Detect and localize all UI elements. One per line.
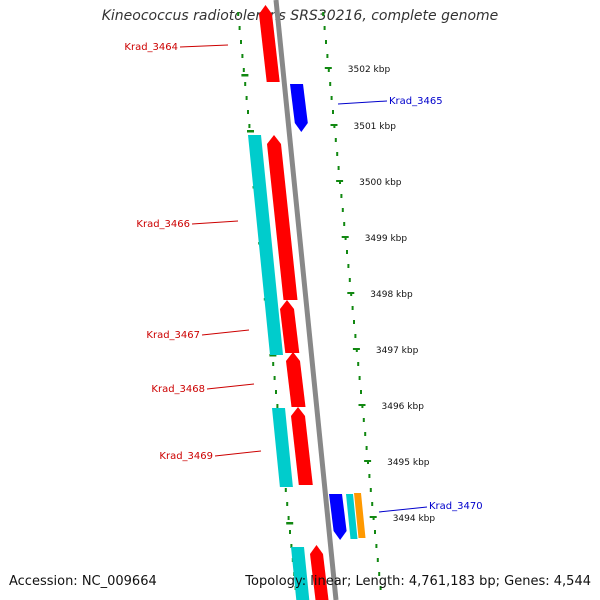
boundary-dot-right <box>364 432 367 436</box>
boundary-dot-left <box>276 404 279 408</box>
boundary-dot-right <box>379 586 382 590</box>
boundary-dot-right <box>323 26 326 30</box>
tick-label: 3496 kbp <box>382 402 425 412</box>
gene-arrow-krad-3467 <box>280 300 300 353</box>
gene-leader-line <box>201 329 250 336</box>
gene-arrow-krad-3466 <box>267 135 298 300</box>
boundary-dot-left <box>272 362 275 366</box>
boundary-dot-left <box>287 516 290 520</box>
boundary-dot-right <box>376 558 379 562</box>
boundary-dot-left <box>247 110 249 114</box>
boundary-dot-left <box>290 544 293 548</box>
boundary-dot-left <box>286 502 289 506</box>
tick-label: 3497 kbp <box>376 346 419 356</box>
gene-leader-line <box>337 100 388 105</box>
boundary-dot-right <box>360 390 362 394</box>
boundary-dash <box>247 130 254 133</box>
boundary-dot-right <box>351 306 354 310</box>
boundary-dot-left <box>289 530 291 534</box>
boundary-dot-right <box>358 376 361 380</box>
boundary-dot-left <box>245 96 248 100</box>
gene-label: Krad_3466 <box>136 219 190 230</box>
genome-title: Kineococcus radiotolerans SRS30216, comp… <box>101 8 499 24</box>
cds-feature <box>248 135 283 355</box>
boundary-dot-right <box>365 446 368 450</box>
boundary-dot-right <box>329 82 332 86</box>
boundary-dot-right <box>334 138 337 142</box>
boundary-dot-right <box>375 544 378 548</box>
cds-feature <box>291 547 310 600</box>
boundary-dot-right <box>369 488 372 492</box>
gene-arrow-krad-3468 <box>286 352 306 407</box>
gene-label: Krad_3470 <box>429 501 483 512</box>
boundary-dot-right <box>357 362 360 366</box>
boundary-dot-right <box>362 418 365 422</box>
boundary-dot-left <box>284 488 287 492</box>
boundary-dot-right <box>346 250 348 254</box>
gene-label: Krad_3465 <box>389 96 443 107</box>
boundary-dot-left <box>242 68 245 72</box>
gene-arrow-krad-3470 <box>329 494 347 540</box>
boundary-dot-right <box>325 40 327 44</box>
boundary-dash <box>286 522 294 525</box>
boundary-dot-right <box>330 96 333 100</box>
boundary-dot-right <box>353 320 355 324</box>
boundary-dot-right <box>354 334 357 338</box>
boundary-dot-left <box>248 124 251 128</box>
tick-label: 3502 kbp <box>348 65 391 75</box>
tick-label: 3499 kbp <box>365 234 408 244</box>
gene-leader-line <box>378 506 428 513</box>
boundary-dot-right <box>371 502 374 506</box>
gene-arrow-krad-3465 <box>290 84 308 132</box>
boundary-dot-right <box>327 68 330 72</box>
boundary-dot-right <box>337 166 340 170</box>
boundary-dash <box>241 74 249 77</box>
tick-label: 3495 kbp <box>387 458 430 468</box>
boundary-dot-left <box>238 26 241 30</box>
genome-backbone <box>273 0 339 600</box>
tick-label: 3501 kbp <box>354 122 397 132</box>
boundary-dot-right <box>348 278 351 282</box>
gene-arrow-krad-3469 <box>291 407 313 485</box>
tick-label: 3498 kbp <box>370 290 413 300</box>
boundary-dot-left <box>273 376 276 380</box>
boundary-dot-right <box>326 54 329 58</box>
gene-label: Krad_3468 <box>151 384 205 395</box>
gene-leader-line <box>191 220 239 225</box>
boundary-dot-right <box>341 208 344 212</box>
accession-label: Accession: NC_009664 <box>9 574 157 589</box>
boundary-dot-right <box>340 194 343 198</box>
boundary-dot-right <box>368 474 371 478</box>
boundary-dot-left <box>237 12 240 16</box>
genome-summary: Topology: linear; Length: 4,761,183 bp; … <box>245 574 591 589</box>
boundary-dot-left <box>241 54 244 58</box>
gene-leader-line <box>214 450 262 457</box>
orange-feature <box>354 493 366 538</box>
cds-feature <box>346 494 358 539</box>
boundary-dot-right <box>332 110 334 114</box>
gene-label: Krad_3464 <box>124 42 178 53</box>
gene-leader-line <box>179 44 229 48</box>
gene-label: Krad_3469 <box>159 451 213 462</box>
gene-arrow-partial <box>310 545 329 600</box>
tick-label: 3494 kbp <box>393 514 436 524</box>
boundary-dot-right <box>347 264 350 268</box>
boundary-dot-left <box>240 40 242 44</box>
boundary-dot-right <box>343 222 346 226</box>
gene-leader-line <box>206 383 255 390</box>
boundary-dot-left <box>244 82 247 86</box>
gene-arrow-krad-3464 <box>259 5 280 82</box>
boundary-dot-right <box>378 572 381 576</box>
cds-feature <box>272 408 293 487</box>
gene-label: Krad_3467 <box>146 330 200 341</box>
boundary-dash <box>269 354 277 357</box>
boundary-dot-right <box>322 12 325 16</box>
boundary-dot-left <box>275 390 277 394</box>
boundary-dot-right <box>336 152 339 156</box>
tick-label: 3500 kbp <box>359 178 402 188</box>
boundary-dot-right <box>374 530 376 534</box>
